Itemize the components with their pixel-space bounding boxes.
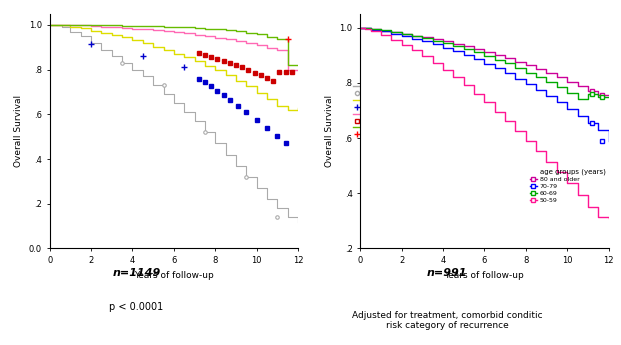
Y-axis label: Overall Survival: Overall Survival	[14, 95, 24, 167]
Legend: age groups (years), 80 and older, 80and older censored, 70-79, 70-79 censored, 6: age groups (years), 80 and older, 80and …	[353, 76, 432, 138]
Text: p < 0.0001: p < 0.0001	[109, 303, 164, 313]
Text: n=991: n=991	[427, 268, 468, 278]
Text: Adjusted for treatment, comorbid conditic
risk category of recurrence: Adjusted for treatment, comorbid conditi…	[352, 310, 542, 330]
X-axis label: Years of follow-up: Years of follow-up	[134, 270, 214, 279]
Text: n=1149: n=1149	[112, 268, 161, 278]
X-axis label: Years of follow-up: Years of follow-up	[445, 270, 524, 279]
Y-axis label: Overall Survival: Overall Survival	[325, 95, 334, 167]
Legend: age groups (years), 80 and older, 70-79, 60-69, 50-59: age groups (years), 80 and older, 70-79,…	[530, 169, 605, 203]
